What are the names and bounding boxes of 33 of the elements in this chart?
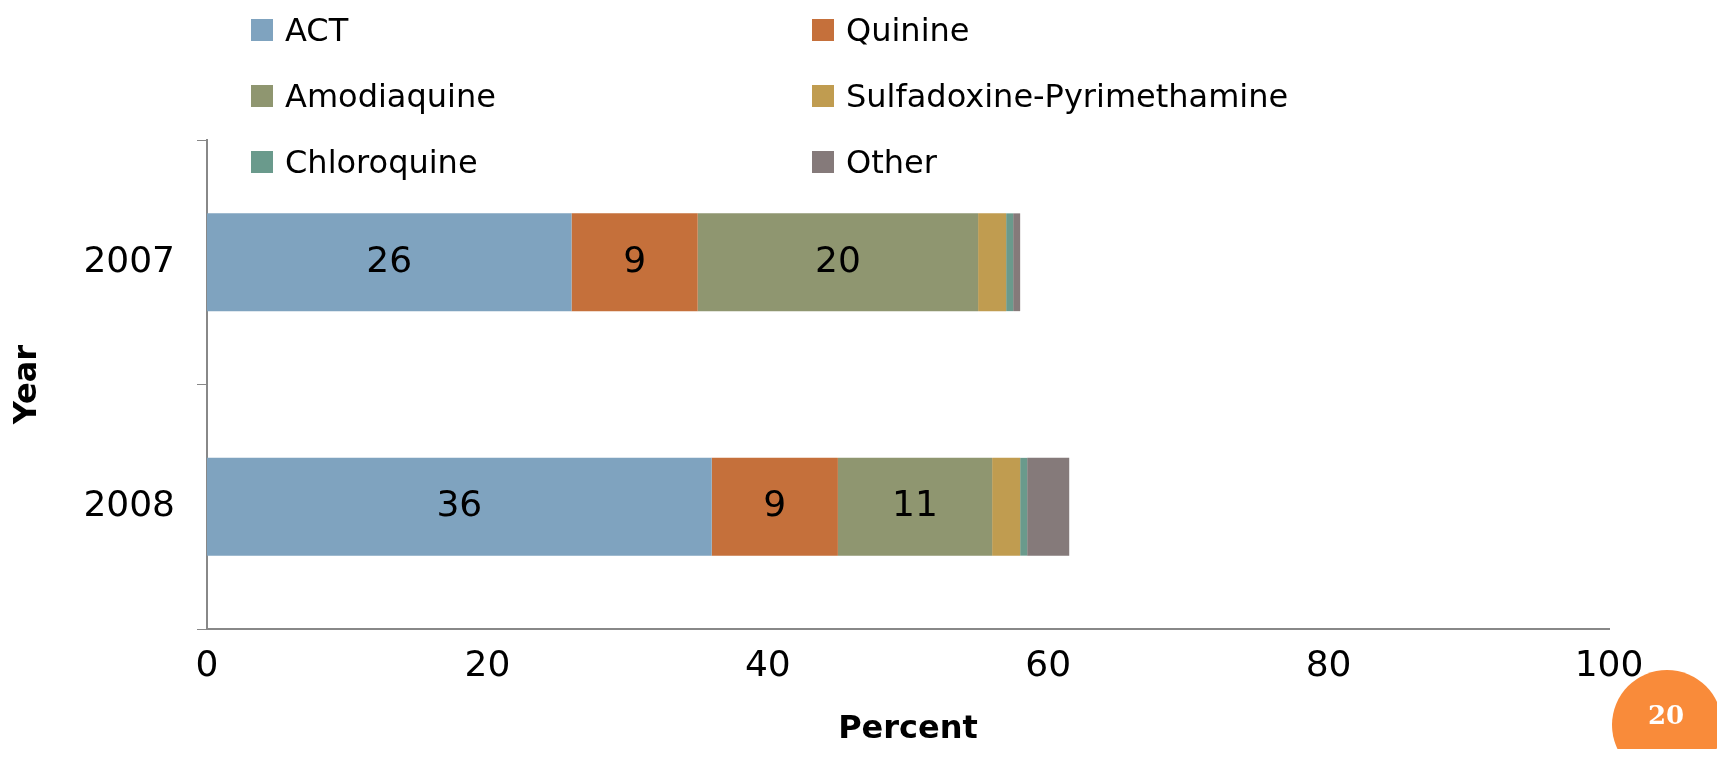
bar [207,457,712,556]
bar [697,213,979,312]
y-axis-title: Year [5,344,44,426]
x-tick-label: 60 [1025,642,1072,684]
bar [837,457,993,556]
x-tick-label: 80 [1305,642,1352,684]
x-axis-title: Percent [838,708,978,747]
legend-label: Sulfadoxine-Pyrimethamine [846,77,1289,115]
legend-label: Chloroquine [285,143,478,181]
bar [1013,213,1021,312]
legend-label: Amodiaquine [285,77,496,115]
bar [978,213,1007,312]
data-label: 26 [366,238,413,280]
bar [571,213,698,312]
data-label: 36 [436,483,483,525]
bar [1020,457,1028,556]
data-label: 20 [814,238,861,280]
y-tick-label: 2008 [83,483,175,525]
x-tick-label: 20 [464,642,511,684]
data-label: 11 [892,483,938,525]
data-label: 9 [623,238,647,280]
bar [207,213,572,312]
bar [711,457,838,556]
bar [1027,457,1070,556]
bar [992,457,1021,556]
bar [1006,213,1014,312]
legend-label: Other [846,143,937,181]
legend-label: ACT [285,11,349,49]
data-label: 9 [763,483,787,525]
x-tick-label: 40 [744,642,791,684]
legend-label: Quinine [846,11,970,49]
x-tick-label: 0 [195,642,219,684]
y-tick-label: 2007 [83,238,175,280]
